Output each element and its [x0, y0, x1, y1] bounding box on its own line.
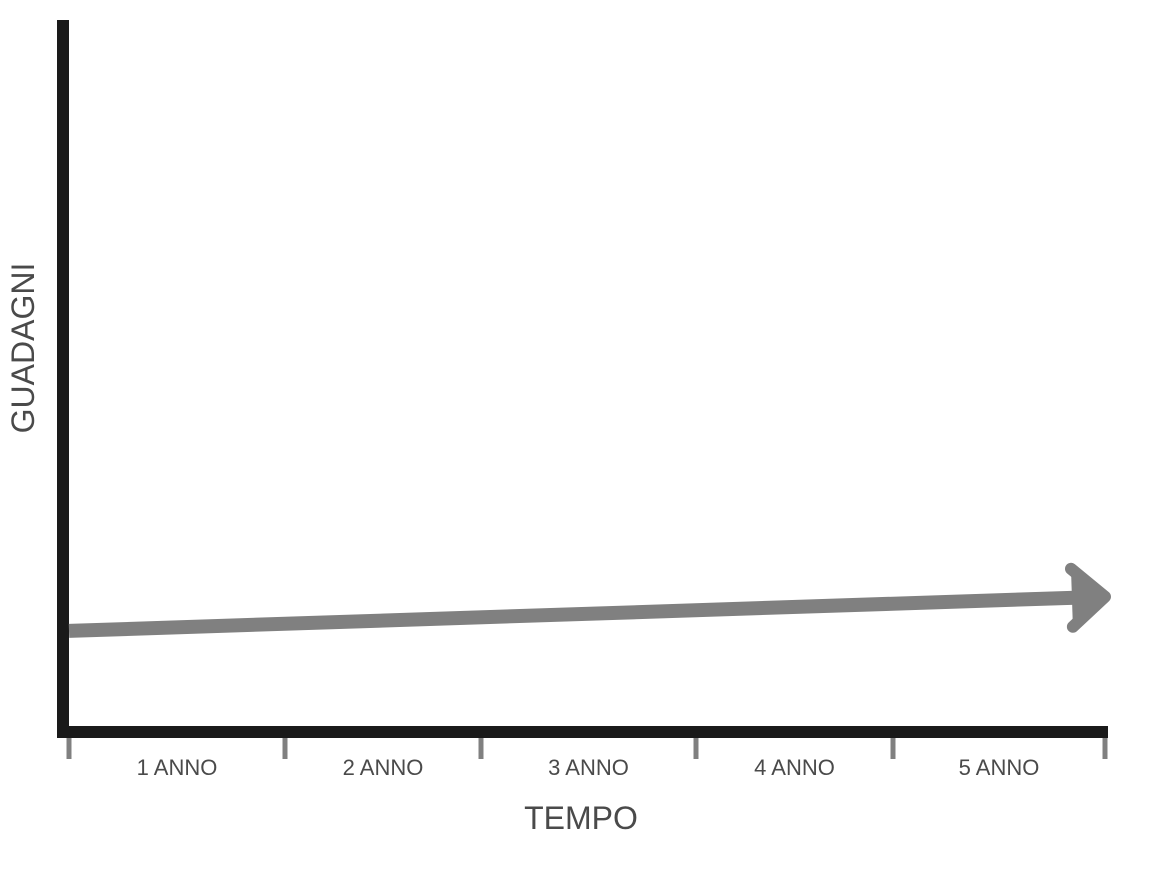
x-axis-ticks	[66, 738, 1108, 759]
x-tick-label-1: 1 ANNO	[137, 755, 218, 780]
x-axis-title: TEMPO	[524, 800, 638, 836]
trend-arrow-head	[1064, 562, 1111, 633]
x-tick-label-2: 2 ANNO	[343, 755, 424, 780]
y-axis-title: GUADAGNI	[5, 263, 41, 434]
trend-arrow-line	[68, 590, 1080, 638]
x-tick-label-3: 3 ANNO	[548, 755, 629, 780]
x-axis-tick-labels: 1 ANNO 2 ANNO 3 ANNO 4 ANNO 5 ANNO	[137, 755, 1040, 780]
x-tick-label-5: 5 ANNO	[959, 755, 1040, 780]
x-tick-label-4: 4 ANNO	[754, 755, 835, 780]
